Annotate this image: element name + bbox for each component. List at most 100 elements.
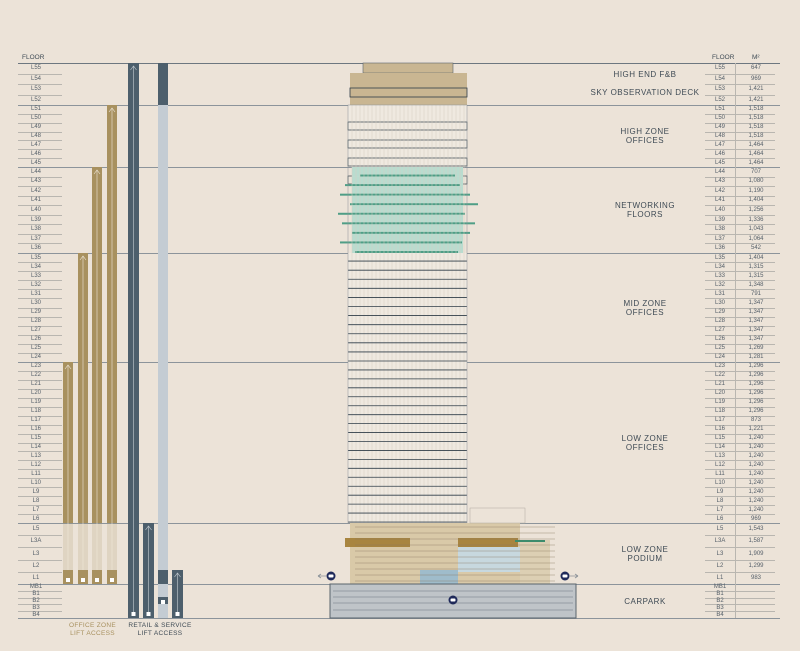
- row-divider: [705, 443, 775, 444]
- networking-floor-slab: [352, 231, 470, 234]
- row-divider: [705, 398, 775, 399]
- floor-area: 1,080: [748, 178, 764, 185]
- arrow-head-icon: [130, 65, 137, 71]
- floor-label-left: L28: [30, 318, 41, 325]
- floor-label-left: L17: [30, 417, 41, 424]
- row-divider: [705, 425, 775, 426]
- floor-label-left: L35: [30, 254, 41, 261]
- row-divider: [705, 478, 775, 479]
- zone-label-fb: HIGH END F&B: [613, 70, 677, 79]
- floor-label-left: L43: [30, 178, 41, 185]
- row-divider: [705, 451, 775, 452]
- floor-area: 1,464: [748, 150, 764, 157]
- floor-label-right: L55: [714, 65, 725, 72]
- row-divider: [18, 353, 62, 354]
- arrow-left-icon: [317, 573, 326, 579]
- row-divider: [18, 478, 62, 479]
- row-divider: [18, 443, 62, 444]
- floor-label-left: L31: [30, 290, 41, 297]
- floor-area: 1,909: [748, 550, 764, 557]
- floor-label-left: L1: [32, 574, 40, 581]
- floor-label-left: L11: [31, 470, 41, 477]
- floor-area: 1,190: [748, 187, 764, 194]
- floor-label-right: MB1: [713, 584, 727, 591]
- row-divider: [18, 308, 62, 309]
- floor-label-right: L25: [714, 345, 725, 352]
- zone-label-line: FLOORS: [627, 210, 663, 220]
- floor-label-right: L33: [714, 272, 725, 279]
- lift-stop-marker: [175, 612, 180, 616]
- row-divider: [18, 434, 62, 435]
- zone-label: HIGH END F&B SKY OBSERVATION DECK: [590, 70, 700, 97]
- floor-area: 1,269: [748, 345, 764, 352]
- networking-floor-slab: [360, 174, 455, 177]
- row-divider: [705, 335, 775, 336]
- floor-label-left: L34: [30, 263, 41, 270]
- zone-label: HIGH ZONE OFFICES: [590, 127, 700, 145]
- networking-floor-slab: [338, 212, 465, 215]
- floor-area: 1,347: [748, 309, 764, 316]
- floor-label-right: B3: [716, 604, 724, 611]
- floor-label-right: L3: [716, 550, 724, 557]
- row-divider: [705, 598, 775, 599]
- floor-label-right: L14: [714, 443, 725, 450]
- row-divider: [18, 425, 62, 426]
- row-divider: [705, 158, 775, 159]
- row-divider: [705, 177, 775, 178]
- office-lift-stop: [63, 570, 73, 584]
- floor-label-left: L44: [30, 168, 41, 175]
- floor-area: 1,464: [748, 141, 764, 148]
- floor-label-right: L16: [714, 426, 725, 433]
- row-divider: [705, 326, 775, 327]
- floor-label-left: L41: [30, 197, 41, 204]
- floor-label-left: L18: [30, 408, 41, 415]
- row-divider: [18, 271, 62, 272]
- floor-area: 1,347: [748, 327, 764, 334]
- car-icon-body: [328, 574, 334, 578]
- floor-label-left: L14: [30, 443, 41, 450]
- row-divider: [705, 434, 775, 435]
- zone-label-line: NETWORKING: [614, 201, 676, 210]
- row-divider: [18, 123, 62, 124]
- floor-area: 1,296: [748, 363, 764, 370]
- floor-label-left: L27: [30, 327, 41, 334]
- floor-label-left: L36: [30, 245, 41, 252]
- floor-label-left: MB1: [29, 584, 43, 591]
- floor-area: 1,240: [748, 497, 764, 504]
- zone-label-observation: SKY OBSERVATION DECK: [590, 88, 700, 98]
- legend-retail-line1: RETAIL & SERVICE: [128, 622, 192, 629]
- networking-floor-glass: [352, 176, 463, 187]
- row-divider: [18, 469, 62, 470]
- floor-label-left: L50: [30, 115, 41, 122]
- row-divider: [705, 280, 775, 281]
- office-lift-stop: [78, 570, 88, 584]
- service-lift-shaft-light: [158, 63, 168, 618]
- entrance-glass: [420, 570, 458, 584]
- floor-label-left: L13: [30, 452, 41, 459]
- floor-label-left: L24: [30, 354, 41, 361]
- row-divider: [18, 487, 62, 488]
- floor-area: 969: [750, 75, 761, 82]
- networking-floor-glass: [352, 186, 463, 196]
- floor-label-right: L6: [716, 515, 724, 522]
- floor-label-right: L32: [714, 281, 725, 288]
- floor-area: 1,296: [748, 372, 764, 379]
- floor-label-left: L30: [30, 299, 41, 306]
- row-divider: [705, 123, 775, 124]
- row-divider: [18, 335, 62, 336]
- zone-label-line: MID ZONE: [623, 298, 667, 308]
- legend-office-line2: LIFT ACCESS: [70, 630, 115, 638]
- row-divider: [705, 234, 775, 235]
- lift-stop-marker: [161, 600, 165, 604]
- floor-label-left: L46: [30, 150, 41, 157]
- floor-label-right: L2: [716, 562, 724, 569]
- row-divider: [18, 114, 62, 115]
- row-divider: [705, 591, 775, 592]
- floor-label-left: L2: [32, 562, 40, 569]
- floor-area: 983: [750, 574, 761, 581]
- row-divider: [18, 371, 62, 372]
- floor-area: 1,043: [748, 226, 764, 233]
- floor-label-right: L29: [714, 309, 725, 316]
